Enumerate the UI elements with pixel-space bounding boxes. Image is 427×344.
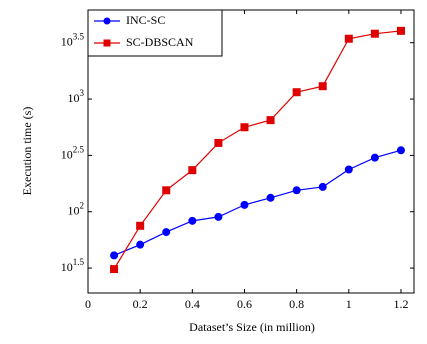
x-axis-label: Dataset’s Size (in million)	[189, 320, 315, 334]
marker	[292, 186, 301, 195]
marker	[240, 200, 249, 209]
y-tick-label: 102	[68, 201, 85, 218]
marker	[266, 193, 275, 202]
legend-marker	[103, 39, 111, 47]
marker	[214, 212, 223, 221]
y-tick-label: 103.5	[61, 32, 85, 49]
legend-label: SC-DBSCAN	[126, 35, 194, 49]
marker	[266, 116, 275, 125]
marker	[292, 88, 301, 97]
series-line	[113, 149, 402, 256]
legend-box	[87, 9, 223, 57]
marker	[396, 26, 405, 35]
marker	[188, 216, 197, 225]
y-tick-label: 103	[68, 88, 85, 105]
x-tick-label: 1.2	[393, 297, 408, 311]
marker	[136, 221, 145, 230]
marker	[162, 186, 171, 195]
marker	[370, 29, 379, 38]
marker	[344, 165, 353, 174]
marker	[318, 82, 327, 91]
y-tick-label: 102.5	[61, 144, 85, 161]
x-tick-label: 0.8	[289, 297, 304, 311]
marker	[370, 153, 379, 162]
marker	[136, 240, 145, 249]
y-axis-label: Execution time (s)	[20, 107, 34, 196]
marker	[396, 146, 405, 155]
plot-frame	[87, 9, 415, 294]
marker	[110, 265, 119, 274]
x-tick-label: 0.2	[133, 297, 148, 311]
x-tick-label: 0	[85, 297, 91, 311]
legend-marker	[103, 17, 111, 25]
marker	[162, 228, 171, 237]
marker	[344, 34, 353, 43]
series-line	[113, 30, 402, 270]
marker	[188, 166, 197, 175]
x-tick-label: 0.6	[237, 297, 252, 311]
marker	[214, 138, 223, 147]
marker	[110, 251, 119, 260]
x-tick-label: 1	[346, 297, 352, 311]
marker	[318, 182, 327, 191]
legend-label: INC-SC	[126, 13, 165, 27]
y-tick-label: 101.5	[61, 257, 85, 274]
x-tick-label: 0.4	[185, 297, 200, 311]
marker	[240, 123, 249, 132]
